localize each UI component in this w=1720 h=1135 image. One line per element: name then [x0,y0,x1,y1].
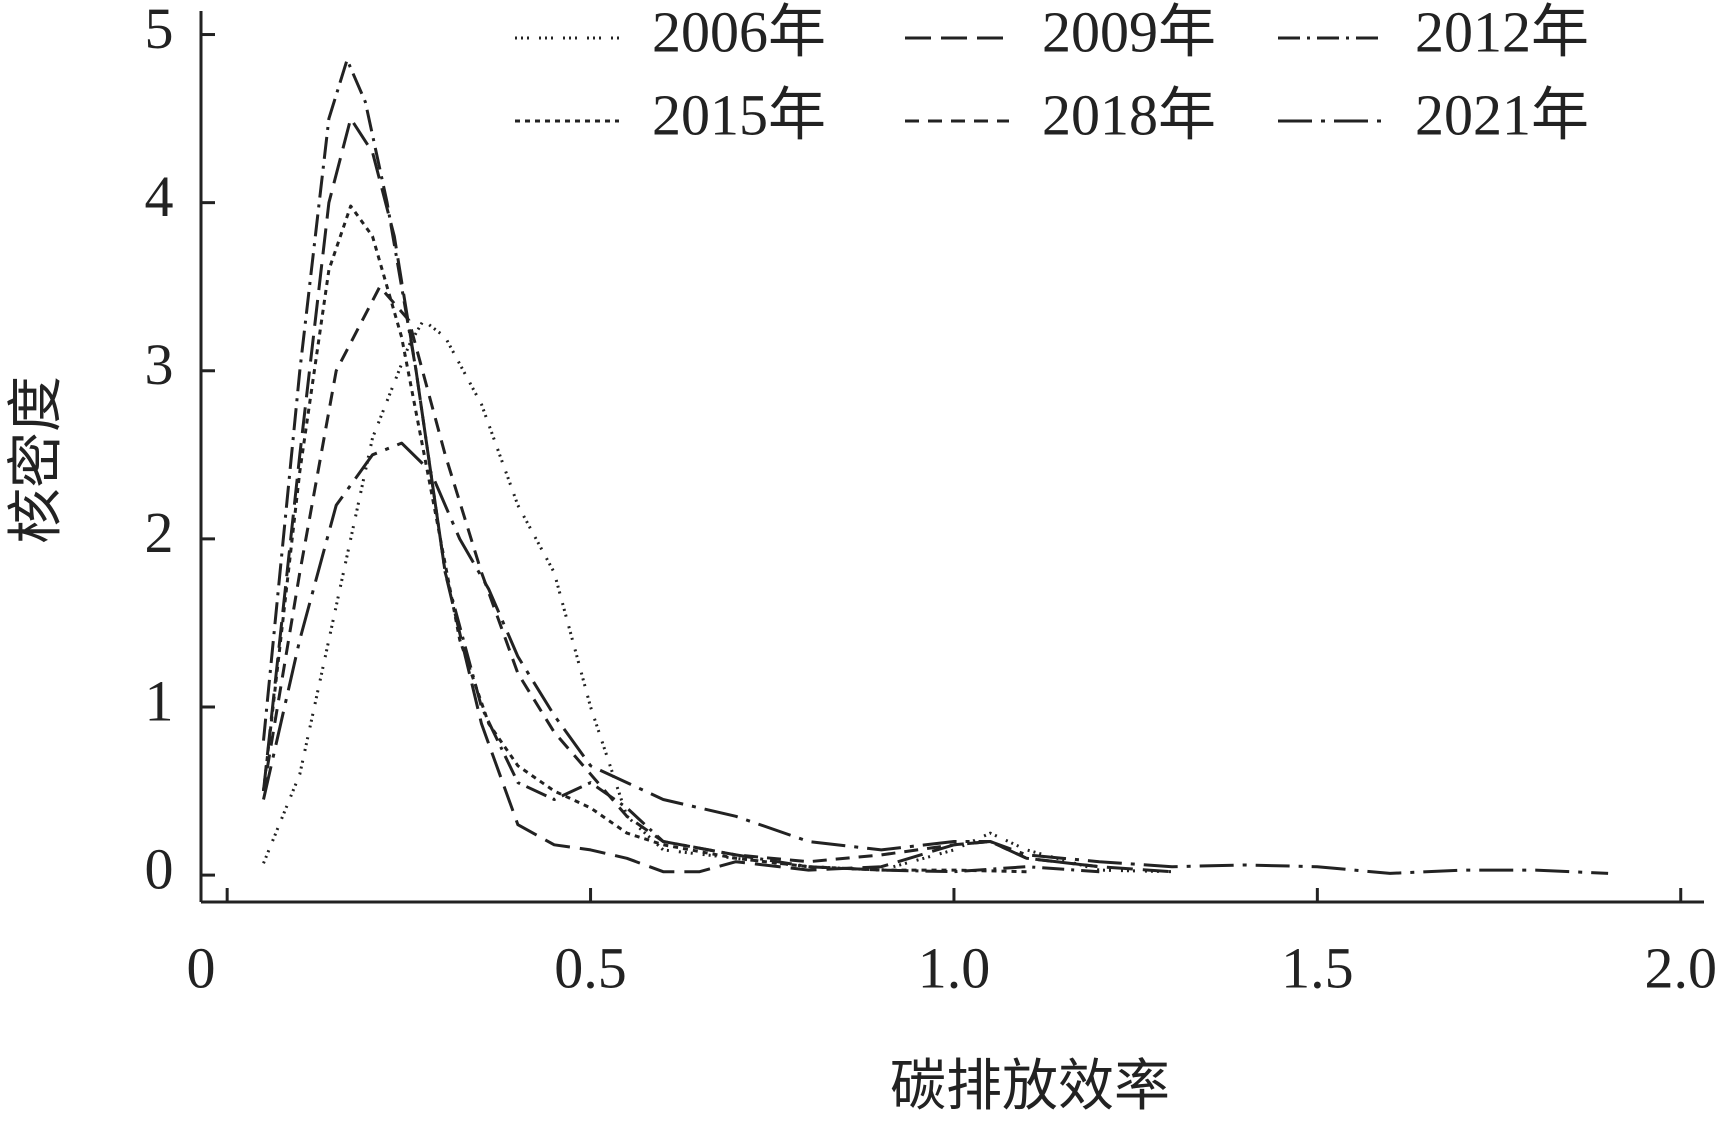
y-tick-label: 0 [145,836,174,901]
legend-label: 2012年 [1415,0,1589,64]
y-tick-label: 5 [145,0,174,61]
y-tick-label: 2 [145,500,174,565]
density-line [262,441,1609,875]
legend-label: 2018年 [1042,82,1216,147]
density-line [262,117,1173,874]
x-tick-label: 2.0 [1644,935,1717,1000]
x-axis-title: 碳排放效率 [890,1056,1170,1118]
y-tick-label: 1 [145,668,174,733]
y-axis-title: 核密度 [6,376,68,544]
y-tick-label: 4 [145,164,174,229]
legend-label: 2009年 [1042,0,1216,64]
x-tick-label: 1.0 [918,935,991,1000]
density-line [262,318,1173,874]
x-tick-label: 0.5 [554,935,627,1000]
density-line [262,285,1100,869]
x-tick-label: 1.5 [1281,935,1354,1000]
density-line [262,58,1100,874]
legend-label: 2015年 [652,82,826,147]
x-tick-label: 0 [187,935,216,1000]
density-line [262,204,1027,874]
legend-label: 2021年 [1415,82,1589,147]
y-tick-label: 3 [145,332,174,397]
legend-label: 2006年 [652,0,826,64]
